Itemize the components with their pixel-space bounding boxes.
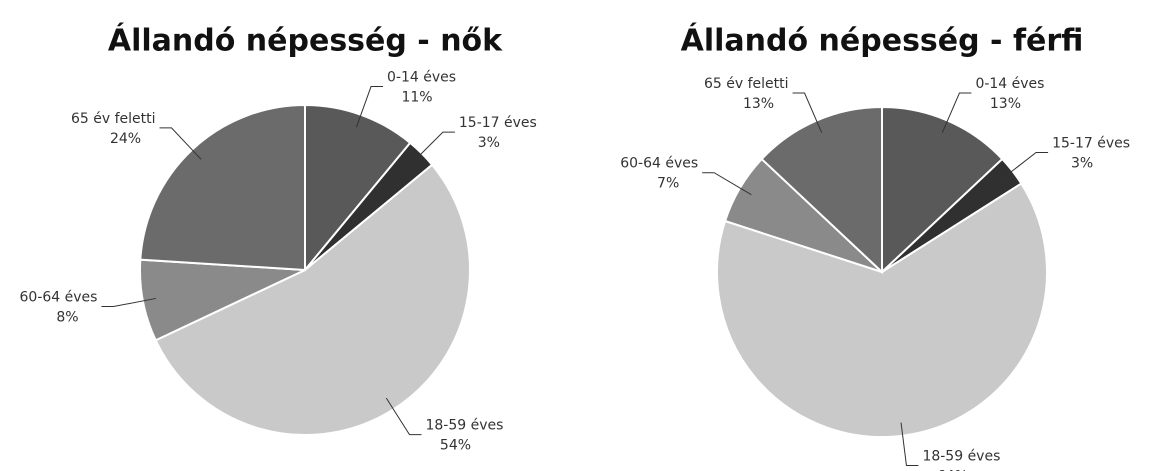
category-label: 60-64 éves bbox=[20, 290, 98, 306]
value-label: 11% bbox=[401, 90, 432, 106]
leader-line bbox=[702, 172, 752, 196]
value-label: 3% bbox=[1071, 155, 1093, 171]
category-label: 18-59 éves bbox=[425, 418, 503, 434]
value-label: 13% bbox=[990, 96, 1021, 112]
value-label: 13% bbox=[743, 96, 774, 112]
leader-line bbox=[355, 86, 384, 128]
value-label: 7% bbox=[657, 176, 679, 192]
value-label: 8% bbox=[56, 310, 78, 326]
pie-slice bbox=[139, 103, 306, 272]
value-label: 64% bbox=[937, 468, 968, 471]
leader-line bbox=[941, 92, 972, 133]
category-label: 0-14 éves bbox=[387, 70, 456, 86]
category-label: 18-59 éves bbox=[922, 448, 1000, 464]
category-label: 15-17 éves bbox=[1052, 135, 1130, 151]
leader-line bbox=[159, 127, 202, 160]
category-label: 0-14 éves bbox=[975, 76, 1044, 92]
category-label: 65 év feletti bbox=[704, 76, 789, 92]
value-label: 54% bbox=[440, 438, 471, 454]
category-label: 65 év feletti bbox=[71, 111, 156, 127]
value-label: 24% bbox=[110, 131, 141, 147]
leader-line bbox=[792, 92, 823, 133]
leader-line bbox=[411, 131, 455, 164]
leader-line bbox=[1001, 151, 1049, 180]
category-label: 60-64 éves bbox=[620, 156, 698, 172]
chart-title: Állandó népesség - férfi bbox=[681, 23, 1084, 59]
chart-title: Állandó népesség - nők bbox=[108, 23, 503, 59]
value-label: 3% bbox=[478, 135, 500, 151]
leader-line bbox=[385, 397, 422, 436]
leader-line bbox=[900, 422, 919, 466]
category-label: 15-17 éves bbox=[459, 115, 537, 131]
leader-line bbox=[101, 297, 156, 308]
